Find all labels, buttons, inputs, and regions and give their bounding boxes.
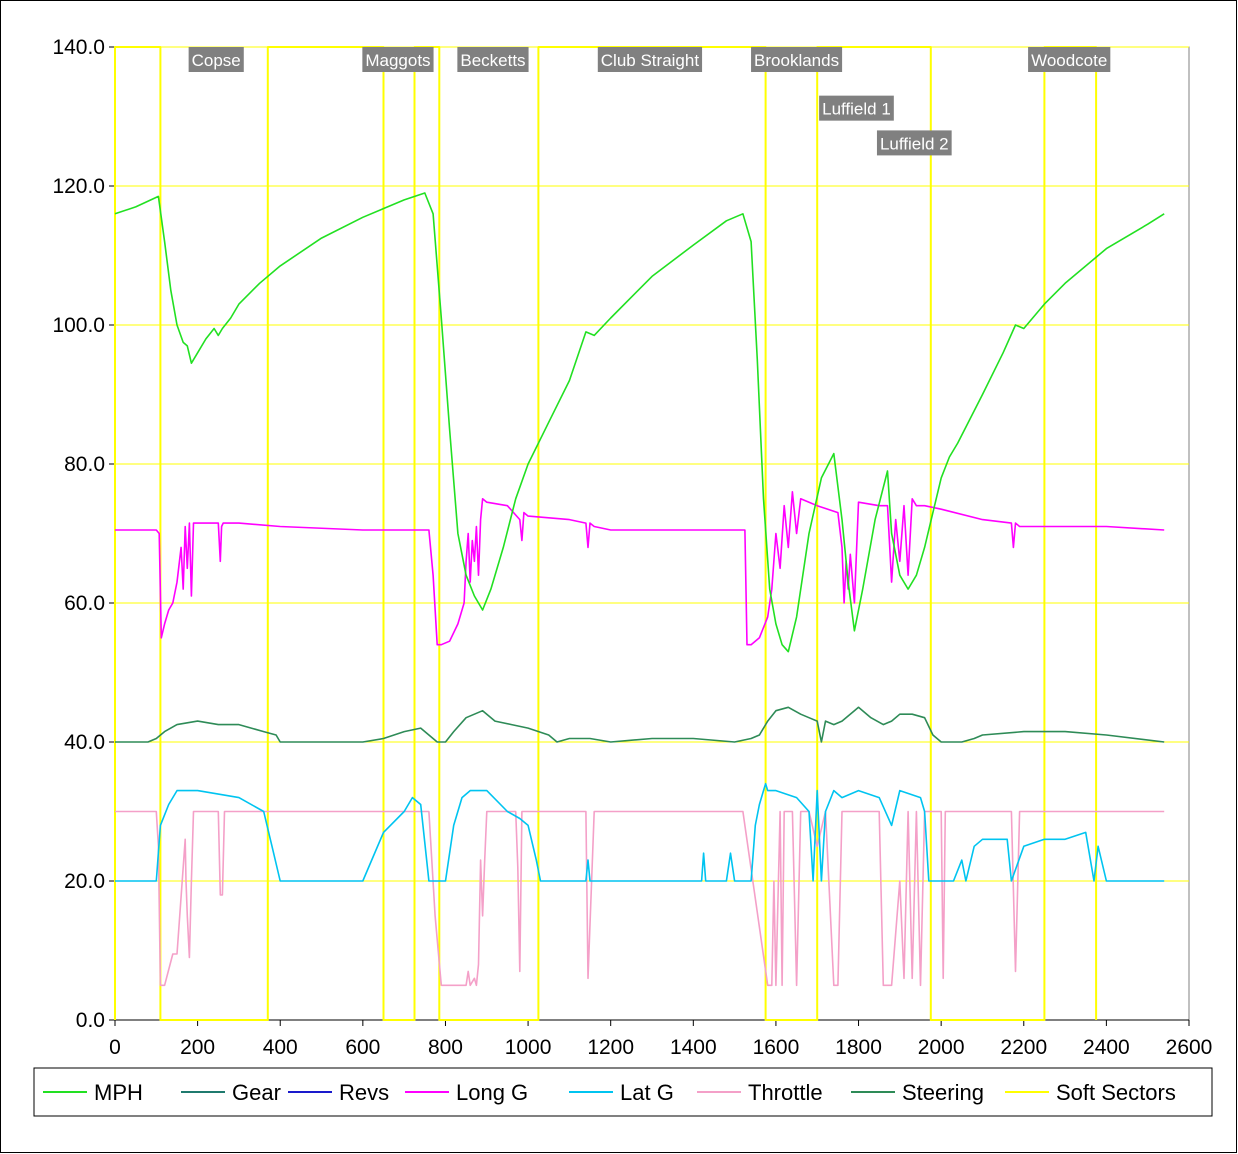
legend-label: Revs — [339, 1080, 389, 1105]
annotation-luffield-1: Luffield 1 — [819, 95, 894, 121]
series-line-steering — [115, 706, 1165, 743]
y-tick-label: 60.0 — [64, 592, 105, 615]
series-line-soft-sectors — [114, 46, 1098, 1021]
annotation-box — [751, 47, 843, 72]
y-tick-label: 140.0 — [52, 36, 105, 59]
x-tick-label: 1800 — [835, 1036, 882, 1059]
annotation-label: Maggots — [365, 51, 430, 70]
annotation-label: Becketts — [460, 51, 525, 70]
series-line-mph — [114, 192, 1165, 653]
annotation-box — [597, 47, 703, 72]
legend-label: MPH — [94, 1080, 143, 1105]
series-layer — [114, 46, 1165, 1021]
annotation-club-straight: Club Straight — [597, 47, 703, 72]
y-tick-label: 0.0 — [76, 1009, 105, 1032]
x-tick-label: 400 — [263, 1036, 298, 1059]
legend-entry-long-g: Long G — [405, 1080, 528, 1105]
y-tick-label: 40.0 — [64, 731, 105, 754]
x-tick-label: 800 — [428, 1036, 463, 1059]
x-tick-label: 1400 — [670, 1036, 717, 1059]
legend: MPH Gear Revs Long G Lat G Throttle Steering So… — [33, 1067, 1213, 1117]
annotation-copse: Copse — [188, 47, 244, 72]
annotation-box — [876, 130, 952, 156]
x-tick-label: 2600 — [1166, 1036, 1213, 1059]
y-tick-label: 80.0 — [64, 453, 105, 476]
annotation-becketts: Becketts — [457, 47, 529, 72]
annotation-woodcote: Woodcote — [1028, 47, 1111, 72]
legend-label: Long G — [456, 1080, 528, 1105]
legend-entry-revs: Revs — [288, 1080, 389, 1105]
series-line-lat-g — [115, 782, 1165, 882]
annotation-box — [457, 47, 529, 72]
legend-label: Steering — [902, 1080, 984, 1105]
y-tick-label: 100.0 — [52, 314, 105, 337]
plot-area — [114, 46, 1190, 1021]
legend-label: Soft Sectors — [1056, 1080, 1176, 1105]
legend-entry-gear: Gear — [181, 1080, 281, 1105]
legend-label: Throttle — [748, 1080, 823, 1105]
annotation-label: Copse — [192, 51, 241, 70]
series-line-throttle — [115, 810, 1165, 987]
x-tick-label: 1600 — [753, 1036, 800, 1059]
x-tick-label: 1000 — [505, 1036, 552, 1059]
annotation-box — [188, 47, 244, 72]
y-tick-label: 120.0 — [52, 175, 105, 198]
annotation-luffield-2: Luffield 2 — [876, 130, 952, 156]
annotation-box — [362, 47, 434, 72]
annotation-brooklands: Brooklands — [751, 47, 843, 72]
plot-frame — [114, 46, 1190, 1021]
x-axis: 0 200 400 600 800 1000 1200 1400 1600 1800 2000 220… — [109, 1019, 1213, 1059]
annotation-label: Club Straight — [601, 51, 700, 70]
legend-label: Lat G — [620, 1080, 674, 1105]
x-tick-label: 2400 — [1083, 1036, 1130, 1059]
legend-entry-steering: Steering — [851, 1080, 984, 1105]
annotation-label: Woodcote — [1031, 51, 1107, 70]
x-tick-label: 2200 — [1000, 1036, 1047, 1059]
annotation-box — [1028, 47, 1111, 72]
annotation-box — [819, 95, 894, 121]
series-line-long-g — [115, 490, 1165, 646]
x-tick-label: 1200 — [587, 1036, 634, 1059]
x-tick-label: 2000 — [918, 1036, 965, 1059]
legend-label: Gear — [232, 1080, 281, 1105]
x-tick-label: 200 — [180, 1036, 215, 1059]
legend-entry-soft-sectors: Soft Sectors — [1005, 1080, 1176, 1105]
x-tick-label: 0 — [109, 1036, 121, 1059]
y-axis: 0.0 20.0 40.0 60.0 80.0 100.0 120.0 140.0 — [52, 36, 116, 1032]
annotation-maggots: Maggots — [362, 47, 434, 72]
legend-entry-lat-g: Lat G — [569, 1080, 674, 1105]
x-tick-label: 600 — [345, 1036, 380, 1059]
legend-entry-mph: MPH — [43, 1080, 143, 1105]
y-tick-label: 20.0 — [64, 870, 105, 893]
annotation-label: Luffield 1 — [822, 100, 891, 119]
legend-entry-throttle: Throttle — [697, 1080, 823, 1105]
annotations: Copse Maggots Becketts Club Straight Brookla… — [188, 47, 1111, 156]
annotation-label: Luffield 2 — [880, 134, 949, 153]
annotation-label: Brooklands — [754, 51, 839, 70]
